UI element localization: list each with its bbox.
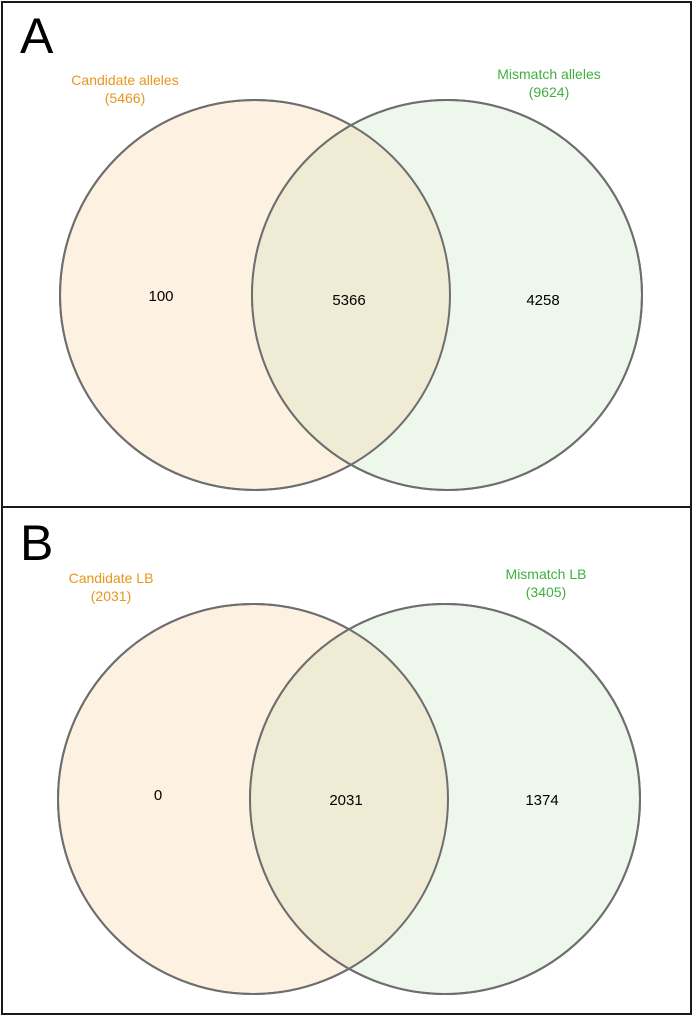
- panel-label: A: [20, 8, 54, 64]
- overlap-region: [252, 100, 450, 490]
- left-set-name: Candidate alleles: [71, 72, 178, 88]
- panel-a: A Candidate alleles (5466) Mismatch alle…: [1, 1, 692, 508]
- panel-b: B Candidate LB (2031) Mismatch LB (3405)…: [1, 506, 692, 1015]
- left-circle-outline: [57, 603, 449, 995]
- overlap-region: [250, 604, 448, 994]
- overlap-count: 2031: [329, 792, 362, 809]
- overlap-count: 5366: [332, 292, 365, 309]
- right-only-count: 4258: [526, 292, 559, 309]
- left-set-name: Candidate LB: [69, 570, 154, 586]
- right-set-total: (9624): [529, 84, 569, 100]
- right-circle-outline: [249, 603, 641, 995]
- left-only-count: 0: [154, 787, 162, 804]
- right-only-count: 1374: [525, 792, 558, 809]
- venn-diagram-b: B Candidate LB (2031) Mismatch LB (3405)…: [20, 515, 641, 995]
- right-set-name: Mismatch alleles: [497, 66, 600, 82]
- right-set-total: (3405): [526, 584, 566, 600]
- panel-label: B: [20, 515, 53, 571]
- left-circle-outline: [59, 99, 451, 491]
- venn-diagram-a: A Candidate alleles (5466) Mismatch alle…: [20, 8, 643, 491]
- left-set-total: (5466): [105, 90, 145, 106]
- right-set-name: Mismatch LB: [506, 566, 587, 582]
- right-circle-outline: [251, 99, 643, 491]
- left-only-count: 100: [148, 288, 173, 305]
- left-set-total: (2031): [91, 588, 131, 604]
